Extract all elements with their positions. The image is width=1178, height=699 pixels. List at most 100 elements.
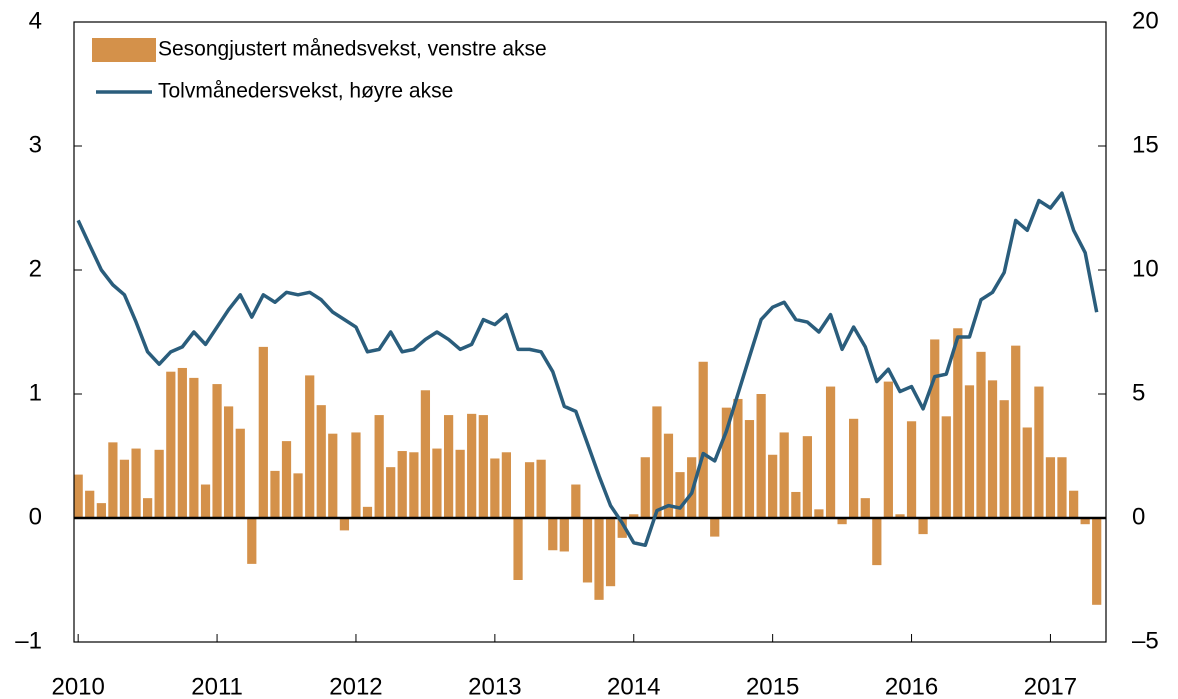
bar	[443, 415, 454, 518]
bar	[675, 472, 685, 518]
bar	[814, 509, 824, 518]
legend-swatch	[92, 38, 156, 62]
bar	[223, 406, 234, 518]
bar	[710, 518, 720, 537]
bar	[987, 380, 998, 518]
bar	[478, 415, 488, 518]
bar	[490, 458, 500, 518]
bar	[281, 441, 292, 518]
bar	[744, 420, 755, 518]
bar	[455, 449, 465, 518]
bar	[837, 518, 847, 525]
legend-label: Tolvmånedersvekst, høyre akse	[158, 80, 453, 103]
bar	[258, 346, 268, 518]
bar	[548, 518, 558, 551]
y-tick-label: 2	[29, 255, 42, 282]
bar	[316, 405, 326, 518]
bar	[1080, 518, 1090, 525]
bar	[663, 433, 674, 518]
bar	[1045, 457, 1056, 518]
x-tick-label: 2014	[607, 673, 660, 699]
bar	[524, 462, 535, 518]
bar	[270, 470, 280, 518]
bar	[432, 448, 442, 518]
y-tick-label: 3	[29, 131, 42, 158]
bar	[374, 415, 384, 518]
bar	[362, 506, 373, 518]
bar	[895, 514, 905, 518]
bar	[605, 518, 616, 587]
bar	[791, 491, 801, 518]
bar	[559, 518, 569, 552]
bar	[467, 413, 477, 518]
y2-tick-label: 15	[1132, 131, 1159, 158]
bar	[247, 518, 257, 564]
bar	[802, 436, 812, 518]
x-tick-label: 2016	[885, 673, 938, 699]
bar	[953, 328, 963, 518]
bar	[999, 400, 1009, 518]
bar	[108, 442, 118, 518]
bar	[883, 381, 893, 518]
bar	[756, 394, 766, 518]
bar	[1034, 386, 1044, 518]
bar	[328, 433, 338, 518]
bar	[629, 514, 639, 518]
x-tick-label: 2011	[191, 673, 243, 699]
y-tick-label: 0	[29, 503, 42, 530]
bar	[1069, 490, 1079, 518]
bar	[768, 454, 778, 518]
bar	[964, 385, 975, 518]
bar	[733, 398, 743, 518]
bar	[351, 432, 361, 518]
bar	[1022, 427, 1032, 518]
x-tick-label: 2012	[329, 673, 382, 699]
bar	[930, 339, 940, 518]
x-tick-label: 2015	[746, 673, 799, 699]
y-tick-label: 1	[29, 379, 42, 406]
bar	[235, 428, 245, 518]
y2-tick-label: 0	[1132, 503, 1145, 530]
bar	[582, 518, 593, 583]
bar	[571, 484, 581, 518]
bar	[166, 371, 176, 518]
bar	[536, 459, 546, 518]
y-tick-label: 4	[29, 7, 42, 34]
bar	[305, 375, 315, 518]
bar	[177, 367, 187, 518]
y-tick-label: –1	[15, 627, 42, 654]
bar	[941, 416, 951, 518]
bar	[640, 457, 650, 518]
bar	[154, 449, 164, 518]
y2-tick-label: –5	[1132, 627, 1159, 654]
y2-tick-label: 10	[1132, 255, 1159, 282]
bar	[119, 459, 130, 518]
y2-tick-label: 5	[1132, 379, 1145, 406]
bar	[96, 503, 106, 518]
y2-tick-label: 20	[1132, 7, 1159, 34]
bar	[420, 390, 431, 518]
bar	[594, 518, 604, 600]
bar	[1092, 518, 1102, 605]
bar	[339, 518, 350, 531]
x-tick-label: 2017	[1024, 673, 1077, 699]
x-tick-label: 2010	[51, 673, 104, 699]
bar	[721, 407, 732, 518]
bar	[779, 432, 789, 518]
bar	[918, 518, 928, 535]
bar	[212, 384, 222, 518]
bar	[1011, 345, 1021, 518]
bar	[860, 498, 870, 518]
bar	[849, 418, 859, 518]
line	[76, 191, 1099, 548]
bar	[906, 421, 917, 518]
bar	[698, 361, 708, 518]
bar	[131, 448, 141, 518]
bar	[293, 473, 303, 518]
bar	[409, 452, 419, 518]
bar	[513, 518, 523, 580]
bar	[143, 498, 153, 518]
bar	[73, 474, 83, 518]
bar	[85, 490, 95, 518]
